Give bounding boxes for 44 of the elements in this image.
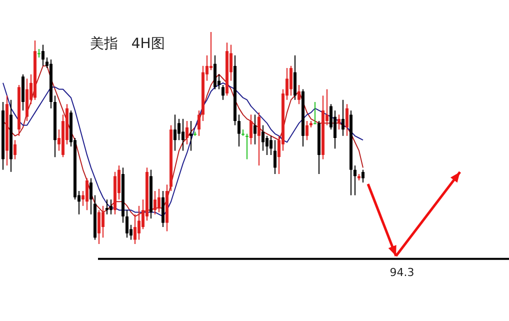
- candlestick: [158, 188, 160, 213]
- candlestick: [354, 165, 356, 196]
- candlestick: [178, 118, 180, 141]
- candlestick: [342, 99, 344, 136]
- candlestick: [222, 84, 224, 100]
- title: 美指 4H图: [90, 36, 165, 52]
- candlestick: [214, 54, 216, 90]
- candlestick: [182, 118, 184, 152]
- candlestick: [314, 101, 316, 124]
- candlestick: [266, 135, 268, 156]
- candlestick: [190, 120, 192, 152]
- candlestick: [254, 114, 256, 145]
- candlestick: [198, 110, 200, 136]
- candlestick: [42, 44, 44, 66]
- candlestick: [298, 84, 300, 105]
- candlestick: [98, 210, 100, 244]
- candlestick: [86, 178, 88, 211]
- candlestick: [250, 114, 252, 145]
- candlestick: [106, 198, 108, 215]
- candlestick: [338, 114, 340, 130]
- candlestick: [14, 140, 16, 160]
- candlestick: [174, 114, 176, 152]
- candlestick: [126, 210, 128, 238]
- candlestick: [210, 32, 212, 71]
- candlestick: [306, 120, 308, 141]
- candlestick: [290, 65, 292, 96]
- candlestick: [334, 110, 336, 150]
- candlestick: [362, 169, 364, 184]
- candlestick: [270, 135, 272, 156]
- candlestick: [90, 178, 92, 215]
- candlestick: [274, 140, 276, 175]
- candlestick: [246, 133, 248, 160]
- candlestick: [238, 114, 240, 147]
- candlestick: [258, 112, 260, 166]
- candlestick: [186, 120, 188, 145]
- candlestick: [134, 214, 136, 244]
- candlestick: [262, 124, 264, 152]
- text: 94.3: [390, 266, 414, 279]
- candlestick: [346, 104, 348, 136]
- candlestick: [138, 205, 140, 240]
- candlestick: [294, 54, 296, 100]
- candlestick: [102, 205, 104, 238]
- candlestick: [110, 198, 112, 215]
- candlestick: [154, 190, 156, 215]
